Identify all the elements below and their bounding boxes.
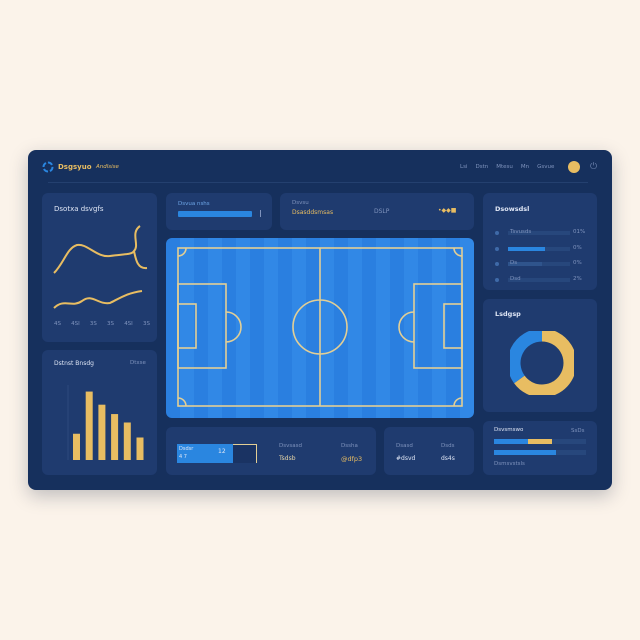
- card-value: Tsdsb: [279, 455, 296, 462]
- avatar[interactable]: [568, 161, 580, 173]
- bar: [136, 437, 144, 460]
- x-axis-labels: 4S 4SI 3S 3S 4SI 3S: [54, 321, 150, 327]
- bottom-card-2: Dsasd #dsvd Dsds ds4s: [384, 427, 474, 475]
- x-tick: 4SI: [124, 321, 133, 327]
- card-footer: Dsmsvstsls: [494, 461, 525, 467]
- header-divider: [48, 182, 588, 183]
- x-tick: 3S: [107, 321, 115, 327]
- bar-chart: [67, 385, 144, 460]
- card-title: Lsdgsp: [495, 310, 521, 318]
- col1-label: Dssha: [341, 443, 358, 449]
- col1-value: @dfp3: [341, 455, 363, 463]
- progress-marker: [260, 210, 261, 217]
- row-icon: [495, 231, 499, 235]
- nav-item[interactable]: Lsi: [460, 164, 468, 170]
- stat-progress-bar: [178, 211, 252, 217]
- row-bar: [508, 246, 570, 251]
- row-value: 0%: [573, 260, 582, 266]
- row-label: Tsvusds: [510, 229, 532, 235]
- series-1-line: [53, 225, 148, 274]
- stat-extra: DSLP: [374, 208, 390, 215]
- box-label: Dsdsr: [179, 446, 194, 452]
- x-tick: 3S: [142, 321, 150, 327]
- logo-icon: [42, 161, 54, 173]
- stat-value: Dsasddsmsas: [292, 209, 334, 216]
- box-value: 12: [218, 448, 226, 455]
- card-title: Dsvsmswo: [494, 427, 524, 433]
- col2-label: Dsasd: [396, 443, 413, 449]
- nav-item[interactable]: Gsvue: [537, 164, 555, 170]
- line-chart-card: Dsotxa dsvgfs 4S 4SI 3S 3S 4SI 3S: [42, 193, 157, 342]
- bar: [73, 433, 80, 460]
- stat-label: Dsvua nshs: [178, 201, 210, 207]
- stat-card-1: Dsvua nshs: [166, 193, 272, 230]
- nav-item[interactable]: Dstn: [475, 164, 489, 170]
- card-title: Dsowsdsl: [495, 205, 530, 213]
- row-bar: [508, 231, 570, 235]
- card-title: Dsotxa dsvgfs: [54, 205, 104, 213]
- app-title: Dsgsyuo: [58, 163, 92, 171]
- dashboard-window: Dsgsyuo Andlsise Lsi Dstn Mtesu Mn Gsvue…: [28, 150, 612, 490]
- donut-slice: [514, 331, 574, 395]
- bar: [123, 422, 131, 460]
- donut-chart: [510, 331, 574, 395]
- col2-value: #dsvd: [396, 455, 416, 462]
- bar: [98, 404, 106, 460]
- row-bar: [508, 262, 570, 266]
- card-action[interactable]: Dtxse: [130, 360, 146, 366]
- row-label: Dsd: [510, 275, 521, 282]
- donut-slice: [510, 331, 543, 384]
- nav-item[interactable]: Mtesu: [496, 164, 513, 170]
- progress-card: Dsvsmswo SsDs Dsmsvstsls: [483, 421, 597, 475]
- football-pitch[interactable]: [166, 238, 474, 418]
- stat-label: Dsvsu: [292, 200, 309, 206]
- x-tick: 4S: [54, 321, 61, 327]
- row-value: 2%: [573, 275, 582, 282]
- progress-fill: [494, 450, 556, 455]
- row-icon: [495, 277, 499, 282]
- stat-icons: •◆◆■: [438, 207, 457, 214]
- highlight-box: [177, 444, 233, 463]
- stat-card-2: Dsvsu Dsasddsmsas DSLP •◆◆■: [280, 193, 474, 230]
- card-label: Dsvsasd: [279, 443, 302, 449]
- x-tick: 3S: [89, 321, 97, 327]
- bar: [111, 414, 119, 460]
- box-bracket: [233, 444, 257, 463]
- top-nav: Lsi Dstn Mtesu Mn Gsvue: [460, 164, 554, 170]
- row-icon: [495, 262, 499, 266]
- app-subtitle: Andlsise: [96, 164, 119, 170]
- progress-fill-blue: [494, 439, 528, 444]
- col3-value: ds4s: [441, 455, 455, 462]
- row-bar: [508, 277, 570, 282]
- row-icon: [495, 246, 499, 251]
- row-value: 0%: [573, 244, 582, 251]
- donut-card: Lsdgsp: [483, 299, 597, 412]
- card-value: SsDs: [571, 428, 585, 434]
- progress-track: [494, 439, 586, 444]
- progress-track: [494, 450, 586, 455]
- card-title: Dstnst Bnsdg: [54, 360, 94, 367]
- progress-fill-gold: [528, 439, 552, 444]
- power-icon[interactable]: ⏻: [590, 162, 598, 172]
- series-2-line: [53, 290, 143, 309]
- box-sub: 4 7: [179, 454, 187, 460]
- bottom-card-1: Dsdsr 4 7 12 Dsvsasd Tsdsb Dssha @dfp3: [166, 427, 376, 475]
- nav-item[interactable]: Mn: [520, 164, 530, 170]
- pitch-lines: [177, 247, 463, 407]
- bar-chart-card: Dstnst Bnsdg Dtxse: [42, 350, 157, 475]
- col3-label: Dsds: [441, 443, 455, 449]
- x-tick: 4SI: [71, 321, 80, 327]
- row-value: 01%: [573, 229, 586, 235]
- line-chart: [53, 225, 148, 309]
- right-list-card: Dsowsdsl Tsvusds 01% 0% Ds 0% Dsd 2%: [483, 193, 597, 290]
- bar: [85, 391, 93, 460]
- row-label: Ds: [510, 260, 518, 266]
